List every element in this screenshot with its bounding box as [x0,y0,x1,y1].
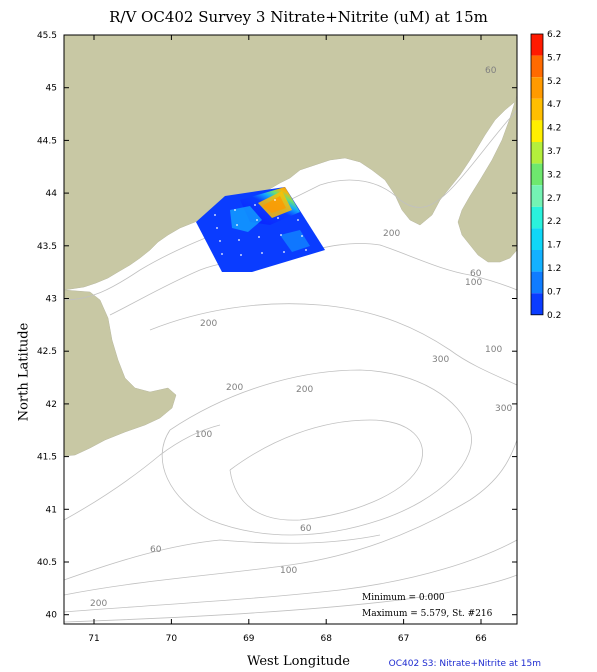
y-tick-label: 45 [46,84,57,94]
colorbar-label: 2.7 [547,194,561,204]
x-axis: 71 70 69 68 67 66 [88,35,487,644]
land-layer [63,34,518,457]
y-tick-label: 45.5 [37,31,57,41]
contour-label: 200 [90,599,107,609]
contour-label: 200 [296,385,313,395]
colorbar-label: 3.7 [547,147,561,157]
colorbar: 6.2 5.7 5.2 4.7 4.2 3.7 3.2 2.7 2.2 1.7 1.2 0.7 0.2 [530,30,561,321]
map-title: R/V OC402 Survey 3 Nitrate+Nitrite (uM) … [109,8,488,26]
colorbar-label: 1.2 [547,264,561,274]
contour-200-basin [149,303,518,386]
contour-60-south [63,534,381,581]
colorbar-segment [531,77,543,99]
contour-label: 60 [470,269,482,279]
contour-60-nearshore [63,109,518,301]
colorbar-segment [531,185,543,207]
contour-label: 200 [200,319,217,329]
footer-caption: OC402 S3: Nitrate+Nitrite at 15m [388,659,541,669]
contour-label: 100 [465,278,482,288]
x-tick-label: 68 [320,634,332,644]
colorbar-segment [531,142,543,164]
colorbar-segment [531,206,543,229]
contour-label: 100 [280,566,297,576]
y-tick-label: 44 [46,189,58,199]
contour-100-shelf [63,424,221,521]
contour-label: 60 [300,524,312,534]
station-markers [214,199,307,256]
y-tick-label: 41 [46,505,57,515]
maximum-stat: Maximum = 5.579, St. #216 [362,609,493,619]
contour-label: 60 [485,66,497,76]
land-nova-scotia [457,94,518,263]
contour-60-georges [229,419,423,521]
colorbar-segment [531,293,543,315]
colorbar-segment [531,120,543,142]
colorbar-label: 0.2 [547,311,561,321]
contour-label: 300 [495,404,512,414]
minimum-stat: Minimum = 0.000 [362,593,445,603]
y-tick-label: 40 [46,611,58,621]
x-tick-label: 67 [398,634,409,644]
plot-frame [63,34,518,625]
survey-data-patch [196,187,325,272]
colorbar-label: 5.2 [547,77,561,87]
y-tick-label: 41.5 [37,453,57,463]
colorbar-label: 5.7 [547,53,561,63]
colorbar-segment [531,55,543,78]
colorbar-frame [530,33,544,316]
contour-layer [63,109,518,623]
x-axis-label: West Longitude [247,654,350,669]
colorbar-label: 4.2 [547,124,561,134]
land-massachusetts [63,289,177,457]
y-tick-label: 42 [46,400,57,410]
y-tick-label: 42.5 [37,347,57,357]
contour-100-south [63,439,518,596]
colorbar-segment [531,34,543,56]
contour-labels: 60 60 200 100 200 200 300 100 300 200 10… [90,66,512,609]
contour-label: 300 [432,355,449,365]
y-tick-label: 43 [46,295,57,305]
x-tick-label: 71 [88,634,99,644]
contour-label: 60 [150,545,162,555]
contour-200-georges [161,369,472,536]
contour-300-slope [63,574,518,623]
colorbar-label: 6.2 [547,30,561,40]
land-maine [63,34,518,291]
colorbar-segment [531,98,543,121]
colorbar-label: 2.2 [547,217,561,227]
x-tick-label: 69 [243,634,255,644]
y-tick-label: 44.5 [37,136,57,146]
contour-label: 200 [383,229,400,239]
x-tick-label: 66 [475,634,487,644]
colorbar-segment [531,250,543,272]
y-tick-label: 40.5 [37,558,57,568]
colorbar-segment [531,163,543,186]
contour-label: 200 [226,383,243,393]
y-axis: 45.5 45 44.5 44 43.5 43 42.5 42 41.5 41 40.5 40 [37,31,517,621]
x-tick-label: 70 [166,634,178,644]
colorbar-label: 3.2 [547,170,561,180]
y-tick-label: 43.5 [37,242,57,252]
colorbar-label: 0.7 [547,287,561,297]
colorbar-label: 1.7 [547,241,561,251]
colorbar-label: 4.7 [547,100,561,110]
colorbar-segment [531,228,543,250]
contour-200-shelfbreak [63,539,518,613]
contour-label: 100 [485,345,502,355]
contour-label: 100 [195,430,212,440]
colorbar-segment [531,271,543,294]
